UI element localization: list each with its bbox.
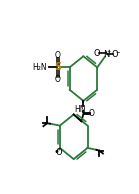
Text: HN: HN — [74, 105, 86, 114]
Text: O: O — [94, 49, 100, 58]
Text: O: O — [89, 109, 95, 118]
Text: N: N — [103, 50, 110, 59]
Text: S: S — [54, 62, 62, 72]
Text: O: O — [55, 148, 62, 157]
Text: −: − — [116, 50, 120, 55]
Text: O: O — [55, 75, 61, 84]
Text: O: O — [112, 50, 118, 59]
Text: •: • — [53, 147, 59, 157]
Text: H₂N: H₂N — [32, 63, 47, 72]
Text: O: O — [55, 51, 61, 60]
Text: +: + — [106, 49, 111, 54]
